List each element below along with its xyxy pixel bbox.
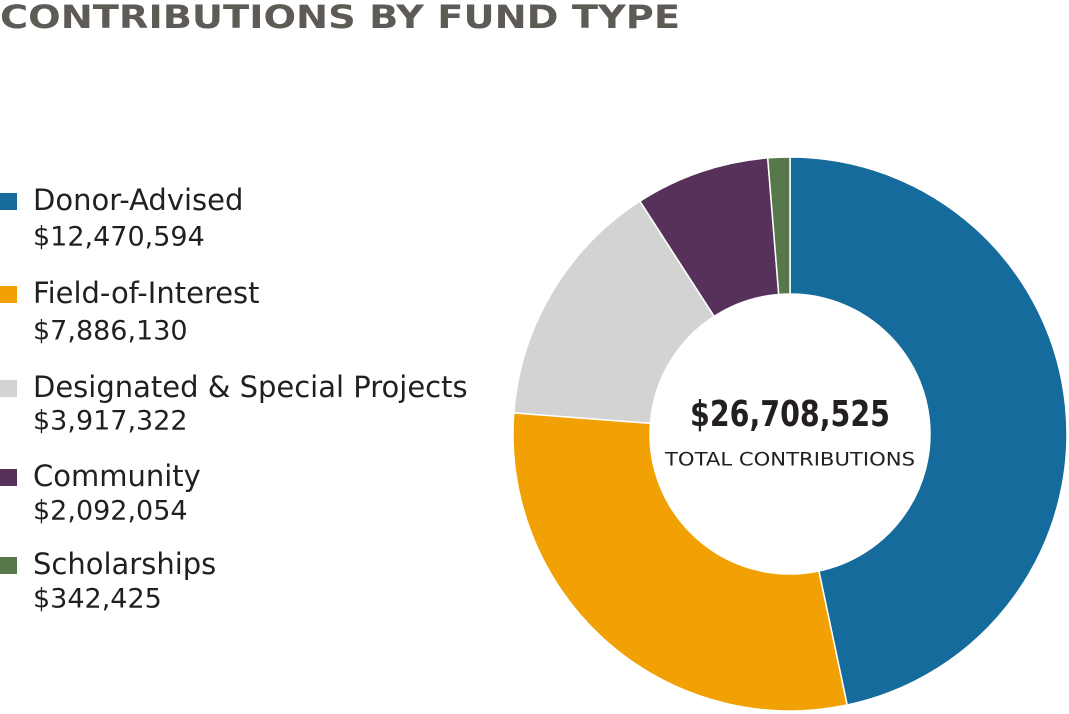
legend-label: Community: [33, 459, 201, 493]
legend-value: $2,092,054: [33, 496, 188, 527]
legend-swatch: [0, 469, 17, 486]
legend-label: Scholarships: [33, 547, 216, 581]
center-total: $26,708,525: [690, 394, 890, 435]
legend-swatch: [0, 193, 17, 210]
legend-value: $7,886,130: [33, 316, 188, 347]
legend-swatch: [0, 557, 17, 574]
chart-title: CONTRIBUTIONS BY FUND TYPE: [0, 0, 680, 36]
legend-value: $342,425: [33, 584, 162, 615]
legend-label: Field-of-Interest: [33, 276, 260, 310]
legend-value: $3,917,322: [33, 406, 188, 437]
donut-slice: [513, 200, 716, 425]
legend-label: Donor-Advised: [33, 183, 243, 217]
legend-swatch: [0, 286, 17, 303]
legend-swatch: [0, 380, 17, 397]
donut-slice: [512, 412, 849, 712]
legend-label: Designated & Special Projects: [33, 370, 468, 404]
donut-slice: [789, 156, 1068, 706]
legend-value: $12,470,594: [33, 222, 205, 253]
center-subtitle: TOTAL CONTRIBUTIONS: [664, 449, 915, 471]
donut-slice: [766, 156, 791, 296]
